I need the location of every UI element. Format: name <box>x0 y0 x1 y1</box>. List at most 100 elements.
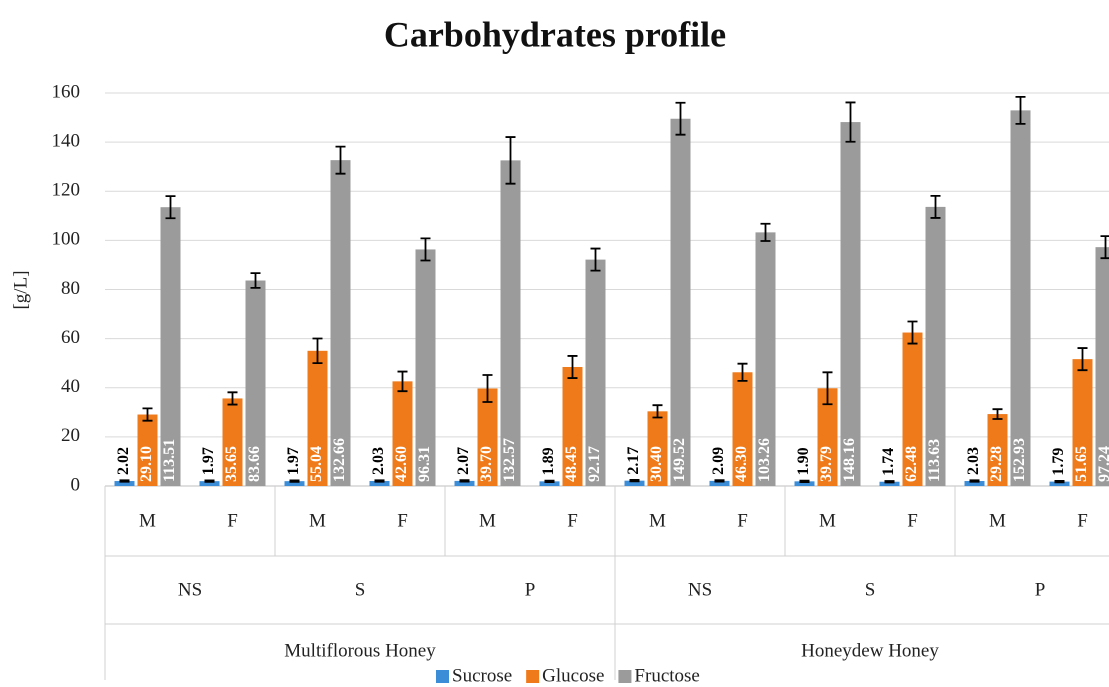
value-label: 113.63 <box>926 439 943 482</box>
x-tick-label: F <box>907 510 918 531</box>
legend-label: Glucose <box>542 665 604 686</box>
error-bar <box>714 479 725 483</box>
error-bar <box>459 479 470 483</box>
y-tick-label: 160 <box>52 81 81 102</box>
y-axis-label: [g/L] <box>10 270 31 309</box>
error-bar <box>907 320 918 345</box>
bar <box>987 414 1008 486</box>
legend-swatch <box>618 670 632 683</box>
x-tick-label: M <box>309 510 326 531</box>
error-bar <box>204 479 215 483</box>
group-label: NS <box>688 579 712 600</box>
bar <box>755 232 776 486</box>
y-tick-label: 20 <box>61 425 80 446</box>
error-bar <box>227 391 238 406</box>
error-bar <box>250 272 261 289</box>
bar <box>539 481 560 486</box>
error-bar <box>1054 479 1065 484</box>
group-label: S <box>355 579 366 600</box>
value-label: 2.02 <box>115 447 132 475</box>
x-tick-label: M <box>139 510 156 531</box>
group-label: Multiflorous Honey <box>284 640 436 661</box>
value-label: 51.65 <box>1073 446 1090 482</box>
value-label: 2.07 <box>455 447 472 475</box>
group-label: Honeydew Honey <box>801 640 939 661</box>
y-tick-label: 80 <box>61 278 80 299</box>
bar <box>222 398 243 486</box>
value-label: 148.16 <box>841 438 858 482</box>
value-label: 132.57 <box>501 438 518 482</box>
error-bar <box>397 370 408 393</box>
value-label: 42.60 <box>393 446 410 482</box>
bar <box>454 480 475 486</box>
value-label: 92.17 <box>586 446 603 482</box>
x-tick-label: F <box>737 510 748 531</box>
value-label: 132.66 <box>331 438 348 482</box>
bar <box>925 206 946 487</box>
bar <box>330 160 351 486</box>
group-label: S <box>865 579 876 600</box>
x-tick-label: F <box>397 510 408 531</box>
error-bar <box>1077 347 1088 372</box>
bar <box>369 481 390 486</box>
error-bar <box>799 479 810 483</box>
bar <box>500 160 521 486</box>
bar <box>1010 110 1031 486</box>
bar <box>817 388 838 486</box>
error-bar <box>737 362 748 382</box>
error-bar <box>629 479 640 483</box>
error-bar <box>335 145 346 175</box>
bar <box>1095 247 1109 486</box>
value-label: 2.03 <box>965 447 982 475</box>
y-tick-label: 60 <box>61 327 80 348</box>
error-bar <box>1015 95 1026 125</box>
value-label: 152.93 <box>1011 438 1028 482</box>
group-label: P <box>525 579 536 600</box>
error-bar <box>652 404 663 419</box>
y-tick-label: 0 <box>71 474 81 495</box>
bar <box>794 481 815 486</box>
value-label: 1.97 <box>200 447 217 475</box>
bar <box>964 481 985 486</box>
value-label: 103.26 <box>756 438 773 482</box>
y-tick-label: 120 <box>52 180 81 201</box>
legend-label: Fructose <box>634 665 699 686</box>
error-bar <box>969 479 980 483</box>
value-label: 83.66 <box>246 446 263 482</box>
error-bar <box>884 480 895 484</box>
value-label: 2.03 <box>370 447 387 475</box>
bar <box>879 481 900 486</box>
value-label: 97.24 <box>1096 446 1109 482</box>
value-label: 1.89 <box>540 447 557 475</box>
bar <box>307 350 328 486</box>
bar <box>647 411 668 486</box>
error-bar <box>590 247 601 272</box>
x-tick-label: M <box>479 510 496 531</box>
bar <box>114 481 135 486</box>
error-bar <box>930 194 941 219</box>
bar <box>415 249 436 486</box>
error-bar <box>482 374 493 403</box>
y-tick-label: 100 <box>52 229 81 250</box>
bar <box>392 381 413 486</box>
x-tick-label: M <box>819 510 836 531</box>
value-label: 55.04 <box>308 446 325 482</box>
bar <box>1072 359 1093 486</box>
value-label: 2.17 <box>625 447 642 475</box>
bar <box>709 480 730 486</box>
value-label: 1.97 <box>285 447 302 475</box>
value-label: 62.48 <box>903 446 920 482</box>
value-label: 96.31 <box>416 446 433 482</box>
error-bar <box>675 101 686 136</box>
bar <box>670 118 691 486</box>
value-label: 2.09 <box>710 447 727 475</box>
value-label: 39.79 <box>818 446 835 482</box>
value-label: 39.70 <box>478 446 495 482</box>
legend-swatch <box>526 670 540 683</box>
value-label: 149.52 <box>671 438 688 482</box>
x-tick-label: F <box>1077 510 1088 531</box>
error-bar <box>567 355 578 379</box>
value-label: 1.90 <box>795 447 812 475</box>
bar <box>1049 481 1070 486</box>
